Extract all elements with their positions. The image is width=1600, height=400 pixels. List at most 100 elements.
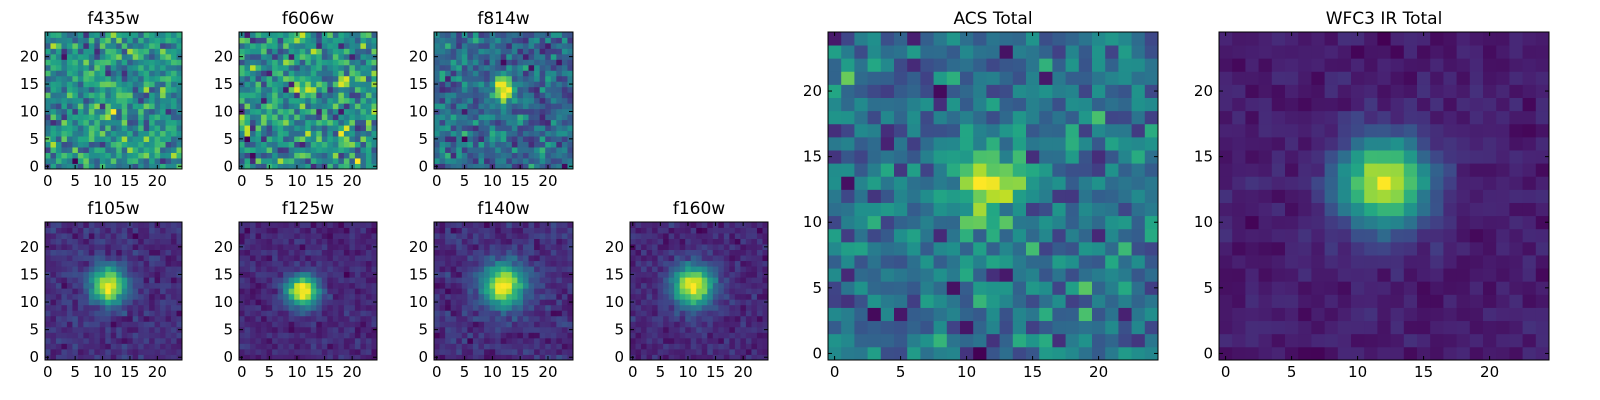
heatmap-cell	[456, 81, 463, 88]
heatmap-cell	[266, 249, 273, 256]
heatmap-cell	[354, 282, 361, 289]
heatmap-cell	[310, 136, 317, 142]
heatmap-cell	[321, 255, 328, 262]
heatmap-cell	[45, 266, 51, 273]
heatmap-cell	[701, 343, 708, 350]
heatmap-cell	[467, 244, 474, 250]
heatmap-cell	[88, 86, 95, 93]
heatmap-cell	[132, 348, 139, 355]
heatmap-cell	[132, 337, 139, 344]
heatmap-cell	[294, 81, 301, 88]
heatmap-cell	[50, 48, 57, 55]
heatmap-cell	[45, 152, 51, 159]
heatmap-cell	[332, 348, 339, 355]
heatmap-cell	[277, 293, 284, 300]
heatmap-cell	[484, 42, 490, 49]
heatmap-cell	[841, 255, 855, 269]
heatmap-cell	[701, 260, 708, 267]
heatmap-cell	[294, 92, 301, 99]
heatmap-cell	[495, 260, 502, 267]
heatmap-cell	[349, 119, 356, 126]
heatmap-cell	[310, 92, 317, 99]
heatmap-cell	[149, 81, 155, 88]
heatmap-cell	[176, 304, 183, 311]
heatmap-cell	[244, 222, 251, 228]
heatmap-cell	[478, 125, 485, 132]
heatmap-cell	[729, 321, 736, 328]
heatmap-cell	[55, 288, 62, 295]
heatmap-cell	[762, 282, 769, 289]
heatmap-cell	[250, 299, 256, 306]
heatmap-cell	[250, 244, 256, 250]
heatmap-cell	[72, 92, 79, 99]
heatmap-cell	[127, 125, 134, 132]
heatmap-cell	[999, 255, 1014, 269]
heatmap-cell	[127, 152, 134, 159]
heatmap-cell	[160, 53, 166, 60]
heatmap-cell	[445, 282, 452, 289]
heatmap-cell	[1012, 346, 1027, 361]
heatmap-cell	[132, 282, 139, 289]
heatmap-cell	[288, 108, 295, 115]
heatmap-cell	[696, 310, 703, 317]
heatmap-cell	[567, 288, 574, 295]
heatmap-cell	[439, 222, 446, 228]
heatmap-cell	[522, 337, 529, 344]
heatmap-cell	[745, 321, 752, 328]
heatmap-cell	[154, 244, 161, 250]
heatmap-cell	[511, 304, 518, 311]
heatmap-cell	[171, 348, 177, 355]
heatmap-cell	[55, 299, 62, 306]
heatmap-cell	[277, 238, 284, 245]
heatmap-cell	[1144, 228, 1159, 243]
heatmap-cell	[272, 271, 279, 278]
heatmap-cell	[244, 227, 251, 234]
heatmap-cell	[338, 255, 345, 262]
heatmap-cell	[294, 299, 301, 306]
heatmap-cell	[450, 326, 457, 333]
heatmap-cell	[478, 86, 485, 93]
heatmap-cell	[933, 228, 948, 243]
heatmap-cell	[327, 75, 334, 82]
heatmap-cell	[641, 293, 647, 300]
heatmap-cell	[867, 346, 882, 361]
heatmap-cell	[160, 354, 166, 361]
heatmap-cell	[88, 97, 95, 104]
heatmap-cell	[522, 227, 529, 234]
heatmap-cell	[745, 222, 752, 228]
heatmap-cell	[456, 277, 463, 284]
heatmap-cell	[327, 64, 334, 71]
heatmap-cell	[50, 119, 57, 126]
heatmap-cell	[283, 136, 290, 142]
heatmap-cell	[283, 59, 290, 66]
heatmap-cell	[277, 271, 284, 278]
heatmap-cell	[61, 271, 68, 278]
heatmap-cell	[674, 260, 681, 267]
heatmap-cell	[72, 70, 79, 77]
heatmap-cell	[707, 233, 714, 239]
heatmap-cell	[250, 304, 256, 311]
heatmap-cell	[690, 354, 697, 361]
heatmap-cell	[445, 103, 452, 110]
heatmap-cell	[489, 260, 496, 267]
heatmap-cell	[517, 53, 524, 60]
heatmap-cell	[712, 293, 719, 300]
heatmap-cell	[72, 81, 79, 88]
heatmap-cell	[165, 244, 172, 250]
heatmap-cell	[321, 152, 328, 159]
heatmap-cell	[255, 304, 262, 311]
heatmap-cell	[154, 86, 161, 93]
heatmap-cell	[165, 64, 172, 71]
heatmap-cell	[484, 337, 490, 344]
heatmap-cell	[143, 326, 150, 333]
heatmap-cell	[349, 158, 356, 164]
heatmap-cell	[149, 108, 155, 115]
heatmap-cell	[94, 125, 101, 132]
heatmap-cell	[685, 326, 692, 333]
heatmap-cell	[461, 97, 468, 104]
heatmap-cell	[567, 260, 574, 267]
heatmap-cell	[751, 337, 758, 344]
heatmap-cell	[495, 304, 502, 311]
heatmap-cell	[439, 32, 446, 38]
heatmap-cell	[165, 233, 172, 239]
